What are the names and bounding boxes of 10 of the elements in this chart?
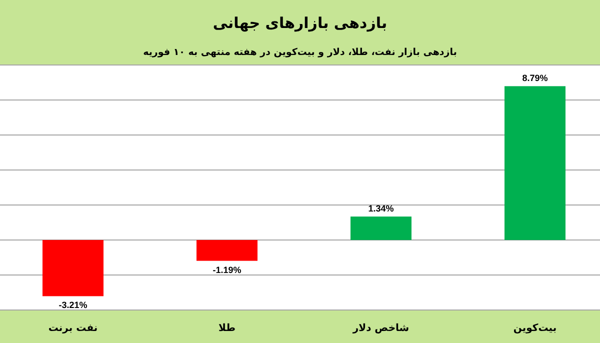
value-label: -1.19%: [212, 264, 242, 275]
value-label: 8.79%: [522, 73, 548, 84]
category: طلا: [218, 323, 236, 334]
value-label: -3.21%: [58, 300, 88, 310]
category: شاخص دلار: [352, 323, 410, 334]
title: بازدهی بازارهای جهانی: [212, 14, 388, 32]
subtitle: بازدهی بازار نفت، طلا، دلار و بیت‌کوین در هفته منتهی به ۱۰ فوریه: [143, 47, 457, 58]
category: بیت‌کوین: [513, 323, 557, 334]
value-label: 1.34%: [368, 204, 394, 214]
category: نفت برنت: [48, 323, 98, 334]
